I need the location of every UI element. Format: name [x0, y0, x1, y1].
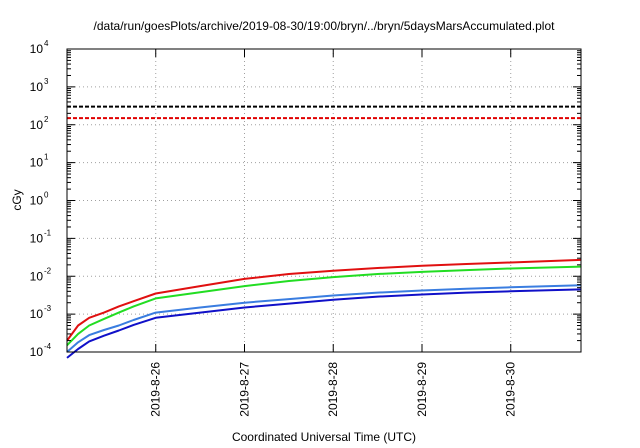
y-tick-exponent: 3: [44, 77, 49, 86]
y-tick-label: 10: [30, 269, 44, 283]
y-tick-label: 10: [30, 307, 44, 321]
x-tick-label: 2019-8-29: [415, 362, 429, 417]
y-tick-exponent: 2: [44, 115, 49, 124]
x-tick-label: 2019-8-26: [149, 362, 163, 417]
x-tick-label: 2019-8-30: [504, 362, 518, 417]
y-tick-exponent: -3: [44, 304, 52, 313]
y-tick-label: 10: [30, 156, 44, 170]
chart-title: /data/run/goesPlots/archive/2019-08-30/1…: [94, 19, 556, 33]
plot-frame: [66, 48, 582, 353]
x-axis-label: Coordinated Universal Time (UTC): [232, 430, 416, 444]
y-axis-label: cGy: [10, 189, 24, 210]
series-group: [66, 258, 582, 359]
series-line: [66, 284, 582, 353]
reference-lines: [67, 105, 581, 120]
y-tick-label: 10: [30, 194, 44, 208]
x-tick-label: 2019-8-27: [237, 362, 251, 417]
y-tick-exponent: 4: [44, 39, 49, 48]
series-line: [66, 288, 582, 359]
y-tick-label: 10: [30, 231, 44, 245]
y-tick-label: 10: [30, 42, 44, 56]
y-tick-label: 10: [30, 80, 44, 94]
y-tick-exponent: -2: [44, 266, 52, 275]
grid-lines: [67, 49, 581, 352]
y-tick-exponent: 1: [44, 153, 49, 162]
y-tick-label: 10: [30, 345, 44, 359]
x-tick-label: 2019-8-28: [326, 362, 340, 417]
series-line: [66, 265, 582, 346]
y-tick-exponent: -4: [44, 342, 52, 351]
y-tick-exponent: 0: [44, 191, 49, 200]
y-tick-label: 10: [30, 118, 44, 132]
series-line: [66, 258, 582, 342]
y-tick-exponent: -1: [44, 228, 52, 237]
